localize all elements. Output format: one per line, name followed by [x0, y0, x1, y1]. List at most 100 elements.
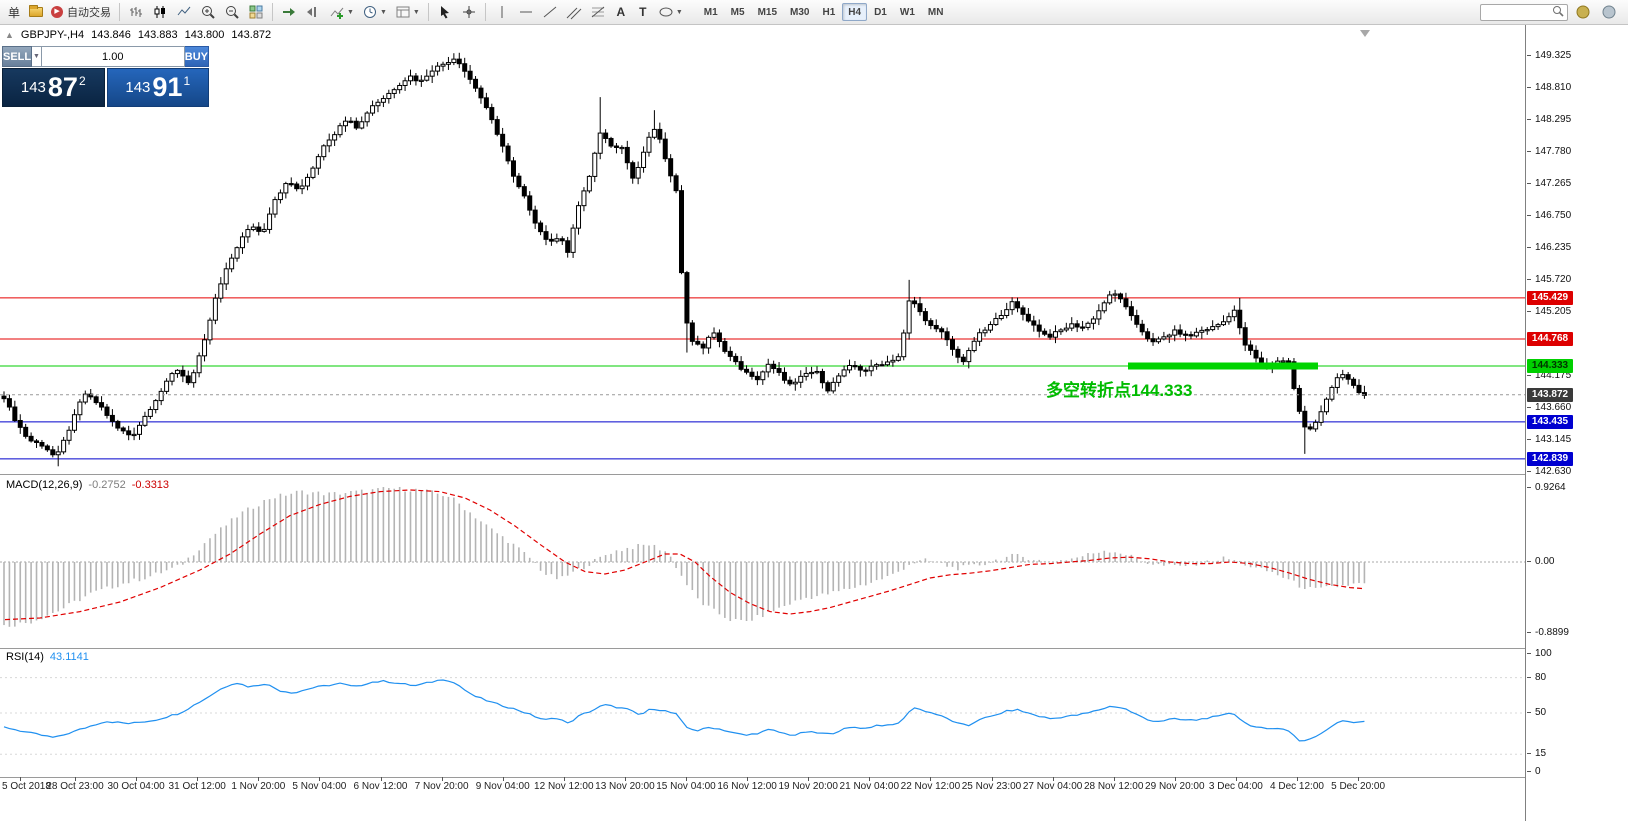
- chart-shift-icon: [305, 4, 321, 20]
- periods-button[interactable]: ▼: [359, 2, 390, 23]
- tile-windows-icon: [248, 4, 264, 20]
- buy-price-pips: 91: [152, 72, 183, 102]
- toolbar-right: [1480, 2, 1624, 23]
- time-axis-label: 16 Nov 12:00: [717, 781, 777, 792]
- time-scale[interactable]: 5 Oct 2018 28 Oct 23:00 30 Oct 04:00 31 Oct…: [0, 777, 1525, 797]
- price-axis-label: 144.175: [1526, 369, 1572, 381]
- zoom-in-icon: [200, 4, 216, 20]
- toolbar-separator: [484, 3, 486, 21]
- search-input[interactable]: [1484, 6, 1552, 18]
- trendline-button[interactable]: [539, 2, 561, 23]
- time-axis-label: 4 Dec 12:00: [1270, 781, 1324, 792]
- ohlc-low: 143.800: [184, 29, 225, 41]
- macd-axis-label: 0.9264: [1527, 481, 1566, 493]
- crosshair-icon: [461, 4, 477, 20]
- time-axis-label: 21 Nov 04:00: [839, 781, 900, 792]
- line-chart-button[interactable]: [173, 2, 195, 23]
- vertical-line-button[interactable]: [491, 2, 513, 23]
- toolbar-separator: [119, 3, 121, 21]
- new-order-button[interactable]: [26, 2, 46, 23]
- price-axis-label: 142.630: [1526, 465, 1572, 477]
- volume-input[interactable]: [41, 46, 185, 67]
- zoom-out-button[interactable]: [221, 2, 243, 23]
- time-axis-label: 5 Dec 20:00: [1331, 781, 1386, 792]
- cursor-button[interactable]: [434, 2, 456, 23]
- time-axis-label: 12 Nov 12:00: [534, 781, 594, 792]
- fibonacci-icon: [590, 4, 606, 20]
- channel-button[interactable]: [563, 2, 585, 23]
- chevron-down-icon: ▼: [379, 8, 387, 16]
- timeframe-M1[interactable]: M1: [703, 6, 718, 18]
- price-axis-label: 149.325: [1526, 49, 1572, 61]
- candlestick-chart-button[interactable]: [149, 2, 171, 23]
- timeframe-D1[interactable]: D1: [874, 6, 887, 18]
- menu-fragment[interactable]: 单: [8, 5, 21, 20]
- buy-price-button[interactable]: 143 91 1: [106, 68, 209, 107]
- timeframe-M5[interactable]: M5: [730, 6, 745, 18]
- community-button[interactable]: [1572, 2, 1594, 23]
- pane-divider[interactable]: [0, 474, 1628, 475]
- time-axis-tick: [380, 777, 382, 781]
- time-axis-tick: [1052, 777, 1054, 781]
- timeframe-M15[interactable]: M15: [757, 6, 778, 18]
- zoom-in-button[interactable]: [197, 2, 219, 23]
- text-button[interactable]: A: [611, 2, 631, 23]
- pane-divider[interactable]: [0, 777, 1628, 778]
- chart-shift-marker[interactable]: [1360, 30, 1370, 37]
- timeframe-M30[interactable]: M30: [790, 6, 810, 18]
- timeframe-W1[interactable]: W1: [899, 6, 915, 18]
- fibonacci-button[interactable]: [587, 2, 609, 23]
- price-axis-label: 145.205: [1526, 305, 1572, 317]
- timeframe-group: M1 M5 M15 M30 H1 H4 D1 W1 MN: [698, 3, 950, 21]
- autotrading-button[interactable]: ▶ 自动交易: [48, 2, 114, 23]
- price-axis-label: 145.720: [1526, 273, 1572, 285]
- timeframe-H1[interactable]: H1: [822, 6, 836, 18]
- chart-shift-button[interactable]: [302, 2, 324, 23]
- rsi-axis-label: 15: [1526, 748, 1547, 760]
- bar-chart-button[interactable]: [125, 2, 147, 23]
- sell-button[interactable]: SELL: [2, 46, 33, 67]
- shapes-button[interactable]: ▼: [655, 2, 686, 23]
- indicators-icon: [329, 4, 345, 20]
- chevron-down-icon: ▼: [675, 8, 683, 16]
- text-label-button[interactable]: T: [633, 2, 653, 23]
- text-label-icon: T: [639, 5, 647, 19]
- search-icon[interactable]: [1552, 5, 1564, 20]
- tile-windows-button[interactable]: [245, 2, 267, 23]
- time-axis-label: 31 Oct 12:00: [168, 781, 226, 792]
- vertical-line-icon: [494, 4, 510, 20]
- sell-price-main: 143: [20, 79, 46, 96]
- time-axis-tick: [1113, 777, 1115, 781]
- collapse-arrow-icon[interactable]: ▲: [5, 30, 14, 40]
- sell-price-button[interactable]: 143 87 2: [2, 68, 105, 107]
- macd-value-signal: -0.3313: [131, 479, 170, 491]
- rsi-label: RSI(14) 43.1141: [6, 651, 89, 663]
- time-axis-label: 27 Nov 04:00: [1022, 781, 1083, 792]
- auto-scroll-button[interactable]: [278, 2, 300, 23]
- price-axis-label: 147.780: [1526, 145, 1572, 157]
- crosshair-button[interactable]: [458, 2, 480, 23]
- timeframe-MN[interactable]: MN: [927, 6, 944, 18]
- horizontal-line-button[interactable]: [515, 2, 537, 23]
- price-tag: 144.333: [1527, 359, 1573, 374]
- indicators-button[interactable]: ▼: [326, 2, 357, 23]
- price-tag: 142.839: [1527, 451, 1573, 466]
- macd-value-main: -0.2752: [88, 479, 126, 491]
- pane-divider[interactable]: [0, 648, 1628, 649]
- price-scale[interactable]: 149.325 148.810 148.295 147.780 147.265 146.7…: [1525, 25, 1628, 821]
- new-order-icon: [29, 5, 44, 17]
- time-axis-label: 19 Nov 20:00: [778, 781, 838, 792]
- buy-button[interactable]: BUY: [184, 46, 209, 67]
- price-axis-label: 148.810: [1526, 81, 1572, 93]
- timeframe-H4[interactable]: H4: [842, 3, 868, 21]
- templates-button[interactable]: ▼: [392, 2, 423, 23]
- search-box[interactable]: [1480, 3, 1568, 21]
- community-icon: [1575, 4, 1591, 20]
- time-axis-tick: [624, 777, 626, 781]
- help-button[interactable]: [1598, 2, 1620, 23]
- bar-chart-icon: [128, 4, 144, 20]
- time-axis-label: 28 Nov 12:00: [1083, 781, 1144, 792]
- volume-dropdown[interactable]: ▼: [32, 46, 42, 67]
- pivot-annotation[interactable]: 多空转折点144.333: [1046, 381, 1193, 400]
